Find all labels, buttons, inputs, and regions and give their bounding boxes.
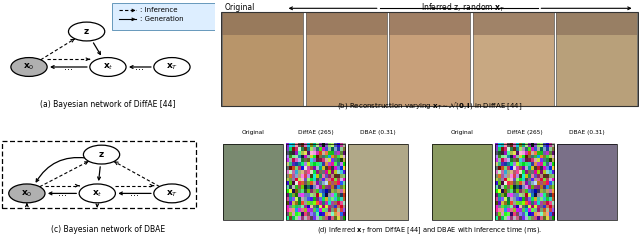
- Text: DBAE (0.31): DBAE (0.31): [360, 130, 396, 135]
- Circle shape: [11, 58, 47, 76]
- Circle shape: [79, 184, 115, 203]
- Text: $\mathbf{x}_t$: $\mathbf{x}_t$: [92, 188, 102, 199]
- Circle shape: [154, 58, 190, 76]
- Bar: [557, 144, 617, 220]
- Text: DBAE (0.31): DBAE (0.31): [569, 130, 605, 135]
- Bar: [306, 12, 387, 35]
- Text: (b) Reconstruction varying $\mathbf{x}_T \sim \mathcal{N}(\mathbf{0}, \mathbf{I}: (b) Reconstruction varying $\mathbf{x}_T…: [337, 101, 523, 112]
- Bar: [223, 144, 283, 220]
- Bar: [348, 144, 408, 220]
- Text: $\mathbf{x}_T$: $\mathbf{x}_T$: [166, 188, 178, 199]
- Bar: [223, 144, 283, 220]
- Text: $\mathbf{z}$: $\mathbf{z}$: [98, 150, 105, 159]
- Circle shape: [154, 184, 190, 203]
- Text: Original: Original: [225, 3, 255, 12]
- Circle shape: [9, 184, 45, 203]
- Text: ...: ...: [58, 188, 67, 198]
- Bar: [222, 12, 303, 35]
- Text: $\mathbf{z}$: $\mathbf{z}$: [83, 27, 90, 36]
- Bar: [221, 12, 638, 106]
- Bar: [389, 12, 470, 106]
- Text: (a) Bayesian network of DiffAE [44]: (a) Bayesian network of DiffAE [44]: [40, 100, 176, 109]
- Text: DiffAE (265): DiffAE (265): [298, 130, 333, 135]
- FancyBboxPatch shape: [112, 3, 214, 30]
- Text: $\mathbf{x}_T$: $\mathbf{x}_T$: [166, 62, 178, 72]
- Text: ...: ...: [130, 188, 139, 198]
- Text: ...: ...: [64, 62, 73, 72]
- Bar: [348, 144, 408, 220]
- Bar: [432, 144, 492, 220]
- Bar: [3, 141, 196, 208]
- Bar: [432, 144, 492, 220]
- Bar: [222, 12, 303, 106]
- Bar: [473, 12, 554, 106]
- Text: $\mathbf{x}_0$: $\mathbf{x}_0$: [21, 188, 33, 199]
- Text: : Inference: : Inference: [140, 8, 177, 13]
- Text: $\mathbf{x}_0$: $\mathbf{x}_0$: [23, 62, 35, 72]
- Text: DiffAE (265): DiffAE (265): [507, 130, 542, 135]
- Circle shape: [68, 22, 105, 41]
- Text: : Generation: : Generation: [140, 16, 184, 22]
- Text: Original: Original: [241, 130, 264, 135]
- Text: (c) Bayesian network of DBAE: (c) Bayesian network of DBAE: [51, 225, 165, 234]
- Bar: [495, 144, 554, 220]
- Text: Inferred z, random $\mathbf{x}_T$: Inferred z, random $\mathbf{x}_T$: [421, 2, 506, 14]
- Circle shape: [83, 145, 120, 164]
- Text: (d) Inferred $\mathbf{x}_T$ from DiffAE [44] and DBAE with inference time (ms).: (d) Inferred $\mathbf{x}_T$ from DiffAE …: [317, 225, 543, 236]
- Circle shape: [90, 58, 126, 76]
- Bar: [556, 12, 637, 35]
- Bar: [473, 12, 554, 35]
- Bar: [285, 144, 346, 220]
- Bar: [306, 12, 387, 106]
- Text: ...: ...: [136, 62, 145, 72]
- Text: $\mathbf{x}_t$: $\mathbf{x}_t$: [102, 62, 113, 72]
- Bar: [556, 12, 637, 106]
- Text: Original: Original: [451, 130, 473, 135]
- Bar: [557, 144, 617, 220]
- Bar: [389, 12, 470, 35]
